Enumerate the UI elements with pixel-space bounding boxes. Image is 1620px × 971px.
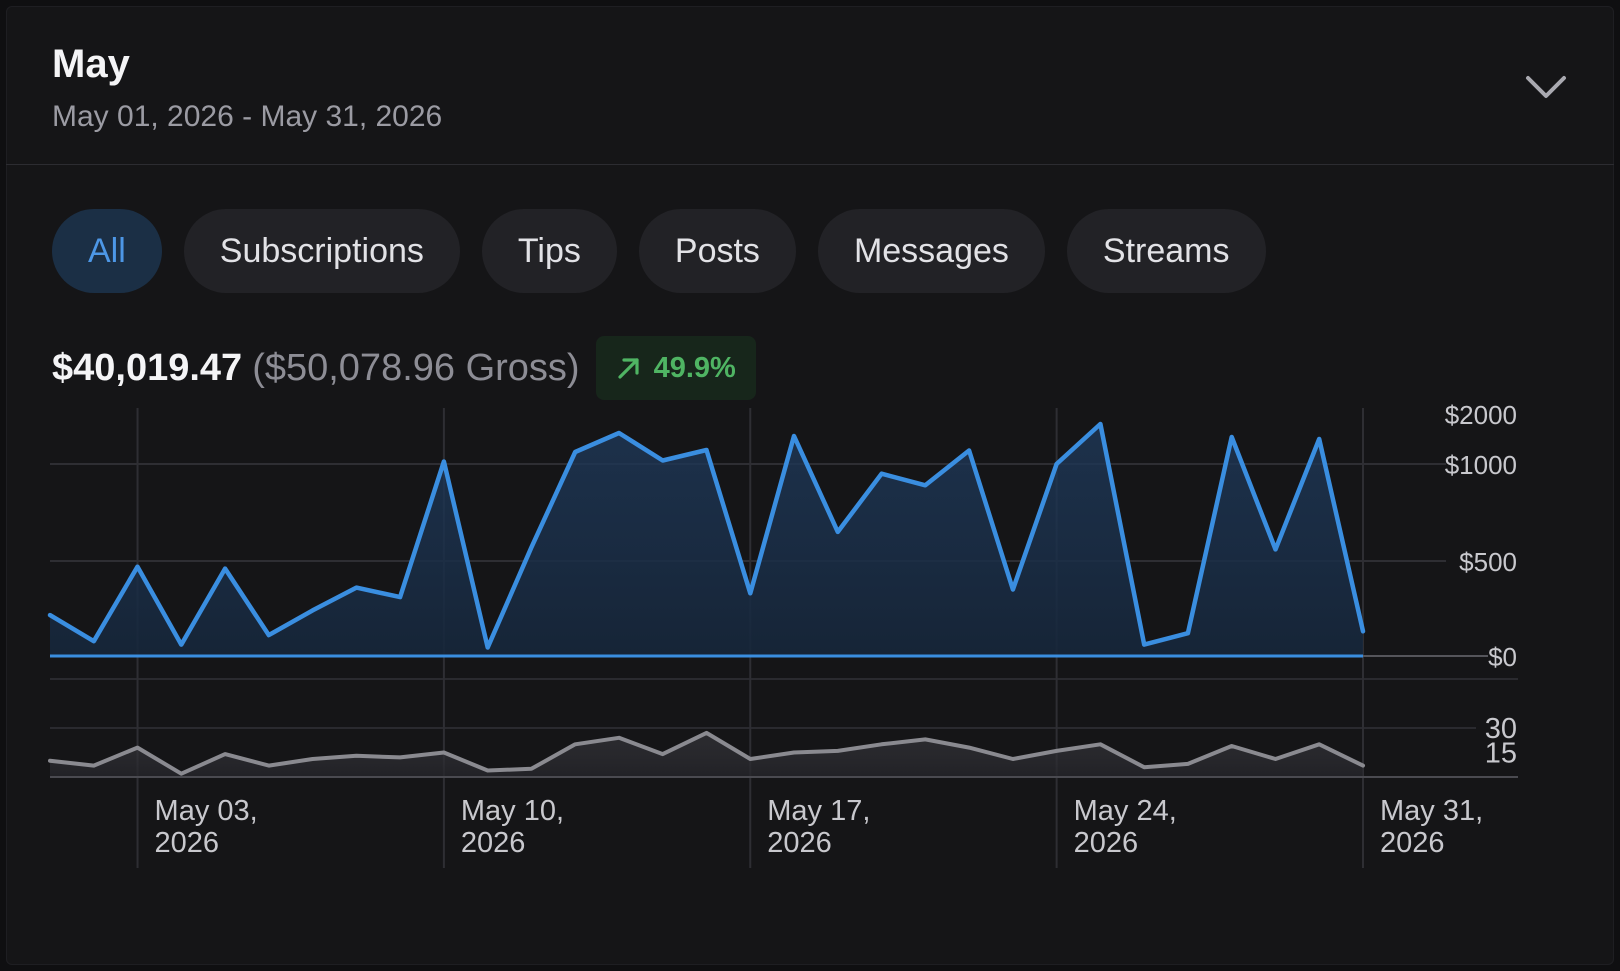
x-tick-label-line2-3: 2026 bbox=[1074, 827, 1139, 859]
period-date-range: May 01, 2026 - May 31, 2026 bbox=[52, 100, 443, 133]
filter-chip-all[interactable]: All bbox=[52, 209, 162, 293]
x-tick-label-line1-3: May 24, bbox=[1074, 795, 1177, 827]
filter-chip-subscriptions[interactable]: Subscriptions bbox=[183, 209, 460, 293]
revenue-series-line bbox=[47, 421, 1366, 650]
x-tick-label-line2-4: 2026 bbox=[1380, 827, 1445, 859]
x-tick-label-line2-1: 2026 bbox=[461, 827, 526, 859]
y-tick-label-usd-500: $500 bbox=[1459, 547, 1517, 577]
x-tick-label-line1-2: May 17, bbox=[767, 795, 870, 827]
filter-chip-posts[interactable]: Posts bbox=[638, 209, 796, 293]
earnings-summary: $40,019.47 ($50,078.96 Gross) 49.9% bbox=[52, 336, 756, 400]
x-tick-label-line2-2: 2026 bbox=[767, 827, 832, 859]
earnings-panel: May May 01, 2026 - May 31, 2026 All Subs… bbox=[6, 6, 1614, 965]
growth-badge: 49.9% bbox=[595, 336, 756, 400]
y-tick-label-count-30: 30 bbox=[1485, 713, 1517, 745]
count-series-line bbox=[48, 730, 1365, 776]
y-tick-label-usd-1000: $1000 bbox=[1445, 450, 1517, 480]
growth-percent: 49.9% bbox=[653, 351, 736, 384]
x-tick-label-line1-4: May 31, bbox=[1380, 795, 1483, 827]
filter-chip-streams[interactable]: Streams bbox=[1066, 209, 1266, 293]
count-area-fill bbox=[50, 732, 1363, 777]
revenue-area-fill bbox=[50, 424, 1363, 656]
filter-chip-messages[interactable]: Messages bbox=[817, 209, 1045, 293]
chevron-down-icon[interactable] bbox=[1520, 66, 1572, 106]
y-tick-label-count-15: 15 bbox=[1485, 738, 1517, 770]
y-tick-label-usd-2000: $2000 bbox=[1445, 400, 1517, 430]
filter-chip-tips[interactable]: Tips bbox=[481, 209, 617, 293]
period-title: May bbox=[52, 42, 130, 86]
x-tick-label-line1-1: May 10, bbox=[461, 795, 564, 827]
period-header[interactable]: May May 01, 2026 - May 31, 2026 bbox=[6, 6, 1614, 165]
net-earnings-amount: $40,019.47 bbox=[52, 346, 243, 389]
x-tick-label-line1-0: May 03, bbox=[155, 795, 258, 827]
arrow-up-right-icon bbox=[617, 358, 639, 379]
gross-earnings-amount: ($50,078.96 Gross) bbox=[252, 346, 580, 389]
category-filter-tabs: All Subscriptions Tips Posts Messages St… bbox=[52, 209, 1266, 293]
x-tick-label-line2-0: 2026 bbox=[155, 827, 220, 859]
y-tick-label-usd-0: $0 bbox=[1488, 642, 1517, 672]
